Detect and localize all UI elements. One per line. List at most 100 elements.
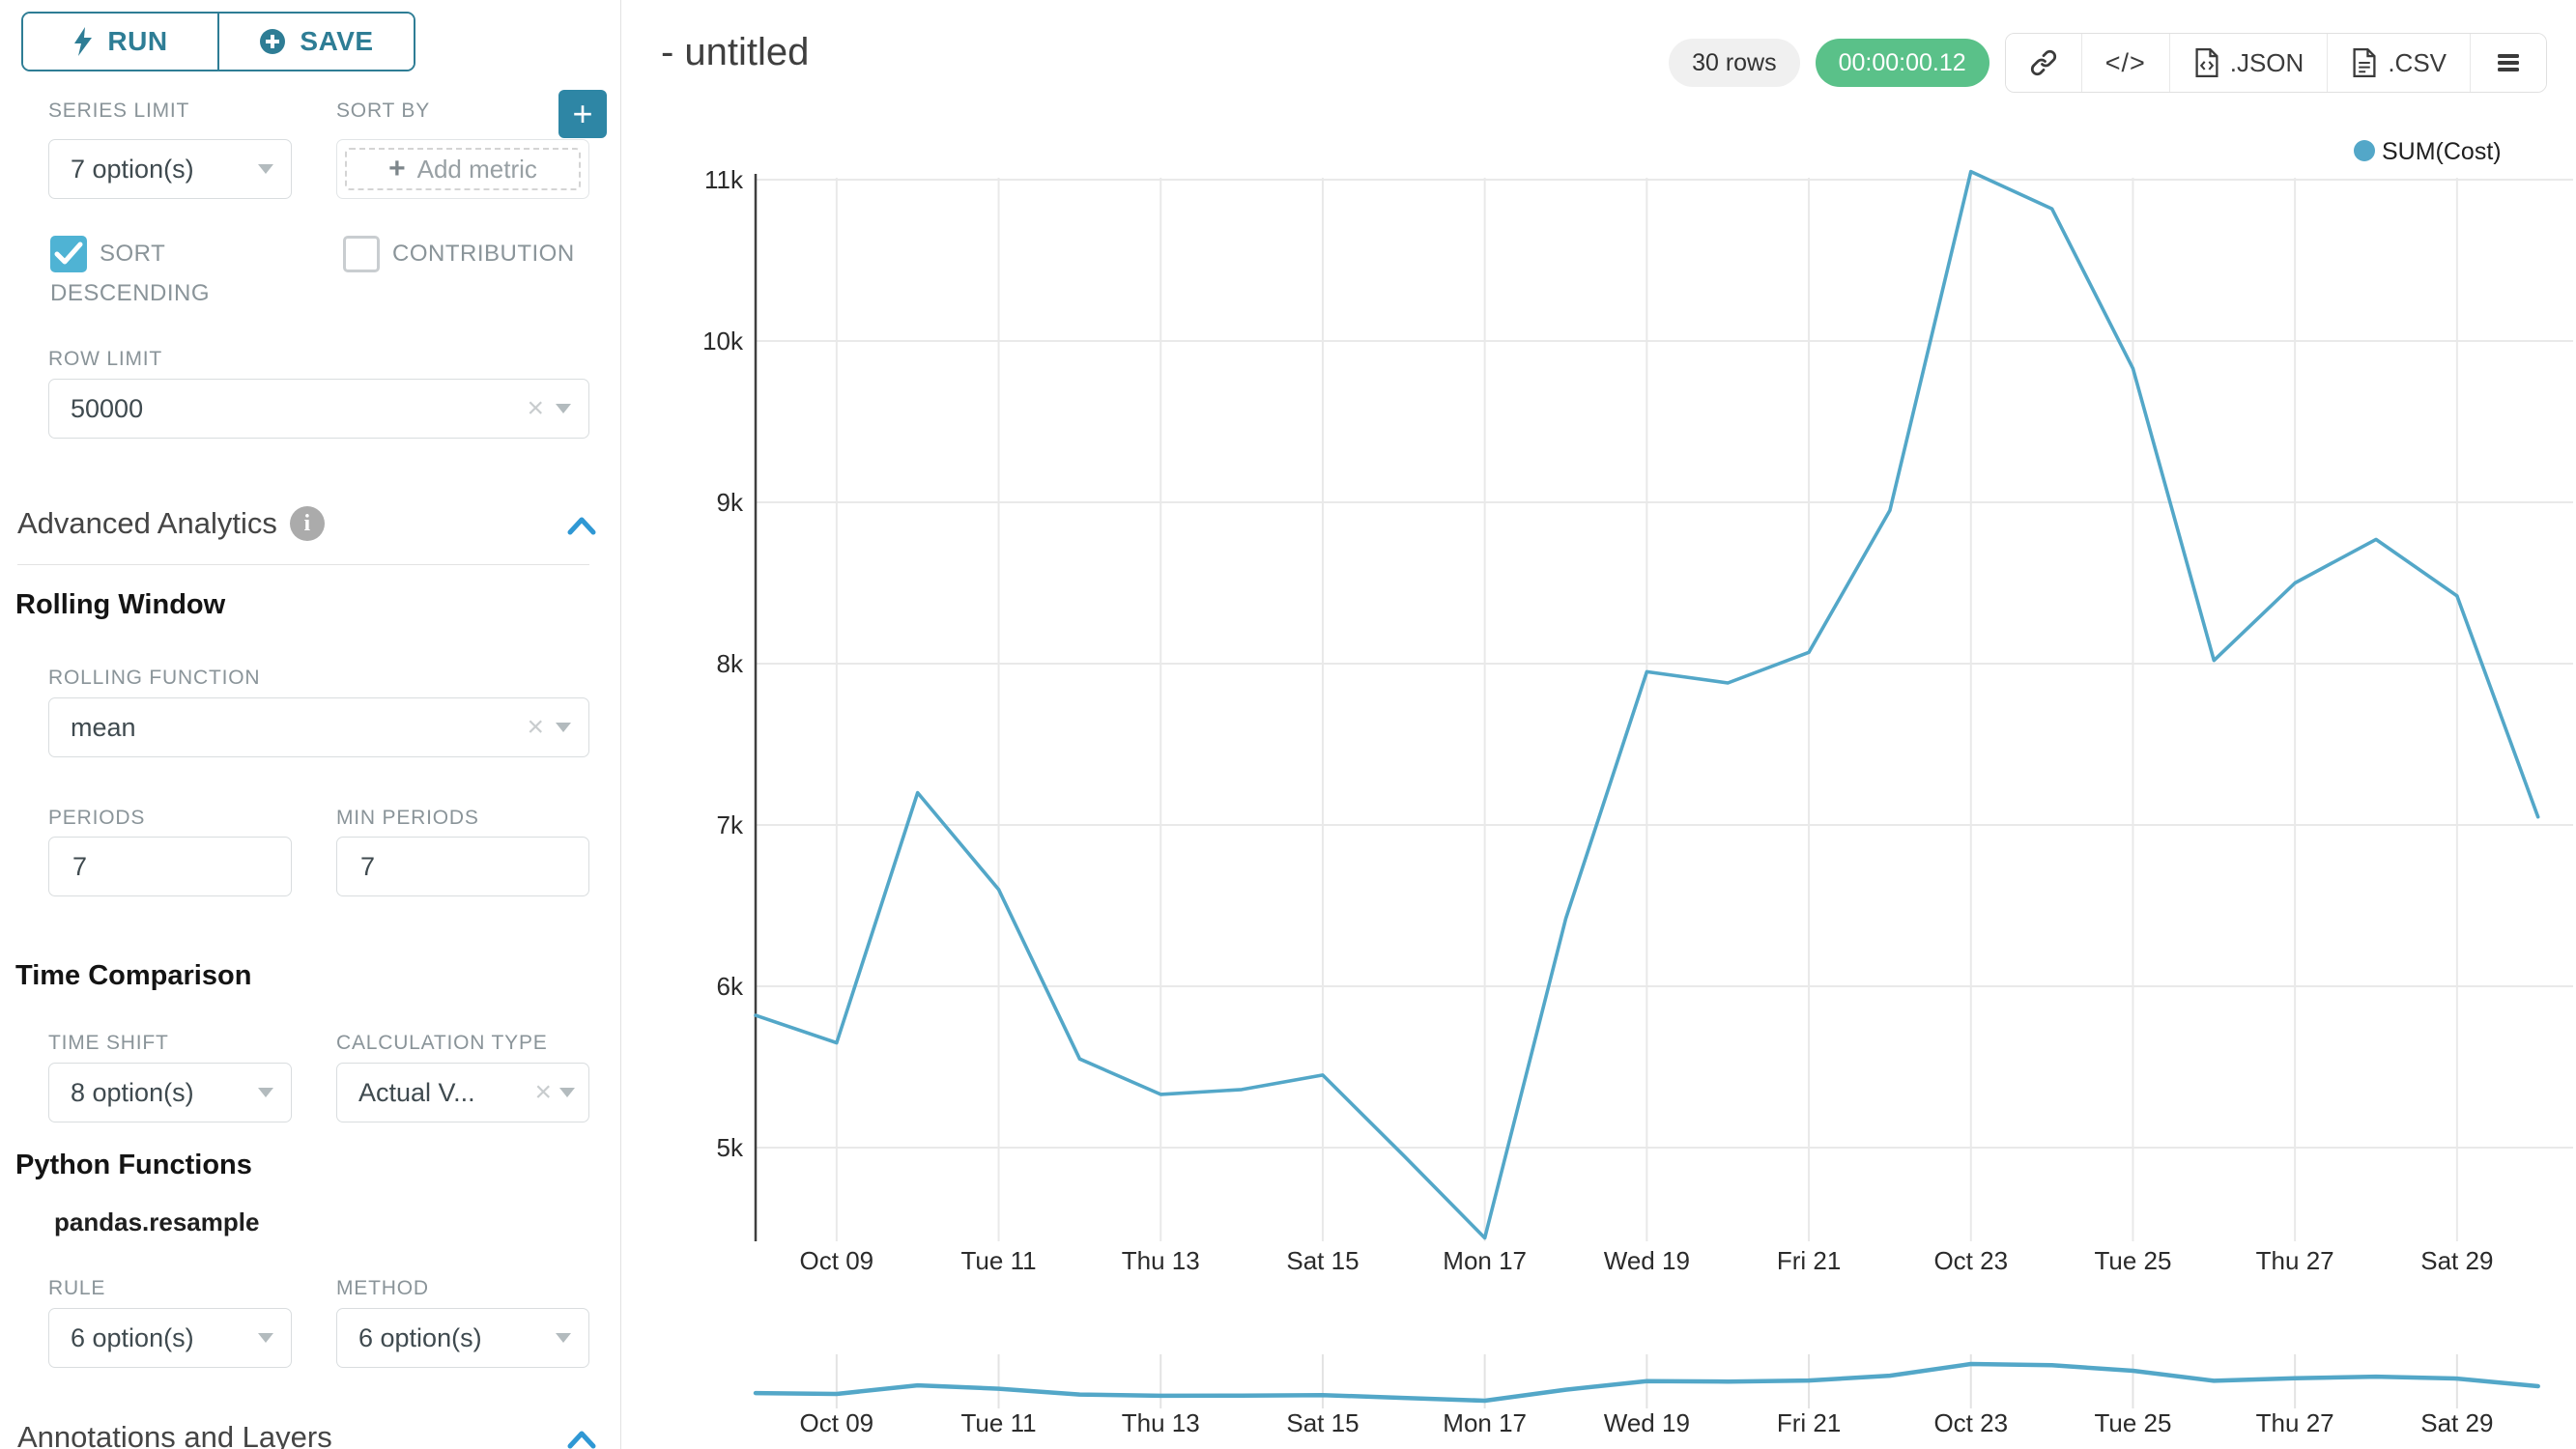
periods-label: PERIODS: [48, 807, 146, 829]
chevron-up-icon[interactable]: [565, 1428, 598, 1449]
mini-x-axis-tick-label: Thu 13: [1122, 1408, 1200, 1437]
export-json-button[interactable]: .JSON: [2168, 34, 2328, 92]
save-button[interactable]: SAVE: [217, 14, 414, 70]
plus-circle-icon: [260, 29, 286, 54]
series-limit-label: SERIES LIMIT: [48, 99, 190, 122]
info-icon[interactable]: i: [289, 506, 325, 541]
clear-x-icon[interactable]: ×: [527, 392, 544, 424]
periods-input[interactable]: 7: [48, 837, 292, 896]
caret-down-icon: [258, 1333, 273, 1343]
menu-button[interactable]: [2470, 34, 2546, 92]
mini-x-axis-tick-label: Oct 23: [1933, 1408, 2008, 1437]
add-metric-dropzone[interactable]: + Add metric: [345, 148, 581, 190]
hamburger-icon: [2498, 54, 2519, 71]
file-code-icon: [2195, 48, 2218, 77]
sort-by-field[interactable]: + Add metric: [336, 139, 589, 199]
legend-label[interactable]: SUM(Cost): [2382, 138, 2502, 165]
contribution-checkbox[interactable]: [343, 236, 380, 272]
x-axis-tick-label: Tue 25: [2094, 1246, 2171, 1275]
sort-descending-control: SORT DESCENDING: [50, 236, 287, 315]
periods-value: 7: [72, 851, 88, 881]
chart-header-controls: 30 rows 00:00:00.12 </> .JSON: [1669, 33, 2547, 93]
mini-preview-chart[interactable]: Oct 09 Tue 11 Thu 13 Sat 15 Mon 17 Wed 19 Fri …: [623, 1294, 2576, 1449]
x-axis-tick-label: Tue 11: [961, 1246, 1037, 1275]
x-axis-tick-label: Oct 23: [1933, 1246, 2008, 1275]
control-panel-sidebar: RUN SAVE SERIES LIMIT SORT BY + 7 option…: [0, 0, 621, 1449]
rolling-function-select[interactable]: mean ×: [48, 697, 589, 757]
calculation-type-select[interactable]: Actual V... ×: [336, 1063, 589, 1122]
main-line-chart[interactable]: 5k 6k 7k 8k 9k 10k 11k Oct 09 Tue 11 Thu 13 Sat 15…: [623, 126, 2576, 1294]
link-icon: [2030, 49, 2056, 76]
rule-label: RULE: [48, 1277, 106, 1299]
plus-icon: +: [388, 153, 406, 185]
x-axis-tick-label: Fri 21: [1777, 1246, 1841, 1275]
x-axis-tick-label: Mon 17: [1443, 1246, 1527, 1275]
lightning-bolt-icon: [74, 27, 93, 56]
run-button[interactable]: RUN: [23, 14, 217, 70]
mini-x-axis-tick-label: Fri 21: [1777, 1408, 1841, 1437]
calculation-type-value: Actual V...: [358, 1077, 475, 1107]
x-axis-tick-label: Sat 15: [1286, 1246, 1359, 1275]
row-limit-value: 50000: [71, 393, 144, 423]
annotations-layers-title: Annotations and Layers: [17, 1420, 332, 1449]
legend-dot[interactable]: [2354, 140, 2375, 161]
rolling-function-value: mean: [71, 712, 136, 742]
caret-down-icon: [556, 404, 571, 413]
series-limit-value: 7 option(s): [71, 154, 194, 184]
clear-x-icon[interactable]: ×: [527, 711, 544, 743]
export-csv-button[interactable]: .CSV: [2327, 34, 2470, 92]
row-limit-select[interactable]: 50000 ×: [48, 379, 589, 439]
copy-link-button[interactable]: [2005, 34, 2081, 92]
clear-x-icon[interactable]: ×: [534, 1076, 552, 1108]
y-axis-tick-label: 6k: [717, 972, 744, 1001]
contribution-control: CONTRIBUTION: [343, 236, 614, 275]
row-limit-label: ROW LIMIT: [48, 348, 163, 370]
time-comparison-title: Time Comparison: [15, 960, 252, 991]
export-json-label: .JSON: [2229, 47, 2304, 77]
rule-select[interactable]: 6 option(s): [48, 1308, 292, 1368]
sort-by-label: SORT BY: [336, 99, 431, 122]
min-periods-value: 7: [360, 851, 376, 881]
y-axis-tick-label: 11k: [704, 165, 744, 194]
sort-descending-checkbox[interactable]: [50, 236, 87, 272]
sort-descending-label: SORT DESCENDING: [50, 241, 211, 306]
mini-x-axis-tick-label: Wed 19: [1604, 1408, 1690, 1437]
section-divider: [17, 564, 589, 565]
view-query-button[interactable]: </>: [2080, 34, 2169, 92]
mini-series-line: [753, 1361, 2540, 1404]
mini-x-axis-tick-label: Mon 17: [1443, 1408, 1527, 1437]
chevron-up-icon[interactable]: [565, 514, 598, 537]
mini-x-axis-tick-label: Sat 29: [2420, 1408, 2493, 1437]
time-shift-select[interactable]: 8 option(s): [48, 1063, 292, 1122]
run-button-label: RUN: [107, 26, 168, 56]
rolling-function-label: ROLLING FUNCTION: [48, 667, 261, 689]
x-axis-tick-label: Sat 29: [2420, 1246, 2493, 1275]
caret-down-icon: [258, 1088, 273, 1097]
x-axis-tick-label: Thu 13: [1122, 1246, 1200, 1275]
min-periods-input[interactable]: 7: [336, 837, 589, 896]
export-csv-label: .CSV: [2388, 47, 2447, 77]
x-axis-tick-label: Wed 19: [1604, 1246, 1690, 1275]
python-functions-title: Python Functions: [15, 1150, 252, 1180]
add-sort-metric-plus-button[interactable]: +: [558, 90, 607, 138]
y-axis-tick-label: 9k: [717, 488, 744, 517]
chart-title[interactable]: - untitled: [661, 31, 810, 73]
caret-down-icon: [258, 164, 273, 174]
file-text-icon: [2353, 48, 2376, 77]
time-shift-label: TIME SHIFT: [48, 1032, 169, 1054]
time-shift-value: 8 option(s): [71, 1077, 194, 1107]
y-axis-tick-label: 5k: [717, 1133, 744, 1162]
series-limit-select[interactable]: 7 option(s): [48, 139, 292, 199]
method-value: 6 option(s): [358, 1322, 482, 1352]
mini-x-axis-tick-label: Oct 09: [800, 1408, 874, 1437]
method-label: METHOD: [336, 1277, 429, 1299]
check-icon: [54, 242, 83, 265]
annotations-layers-header[interactable]: Annotations and Layers: [17, 1420, 332, 1449]
add-metric-placeholder: Add metric: [416, 154, 537, 184]
row-count-badge: 30 rows: [1669, 39, 1800, 87]
mini-x-axis-tick-label: Thu 27: [2256, 1408, 2334, 1437]
advanced-analytics-header[interactable]: Advanced Analytics i: [17, 506, 325, 541]
mini-x-axis-tick-label: Tue 11: [961, 1408, 1037, 1437]
method-select[interactable]: 6 option(s): [336, 1308, 589, 1368]
